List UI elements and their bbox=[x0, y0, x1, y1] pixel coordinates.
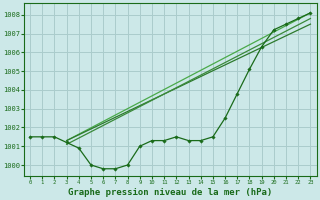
X-axis label: Graphe pression niveau de la mer (hPa): Graphe pression niveau de la mer (hPa) bbox=[68, 188, 272, 197]
